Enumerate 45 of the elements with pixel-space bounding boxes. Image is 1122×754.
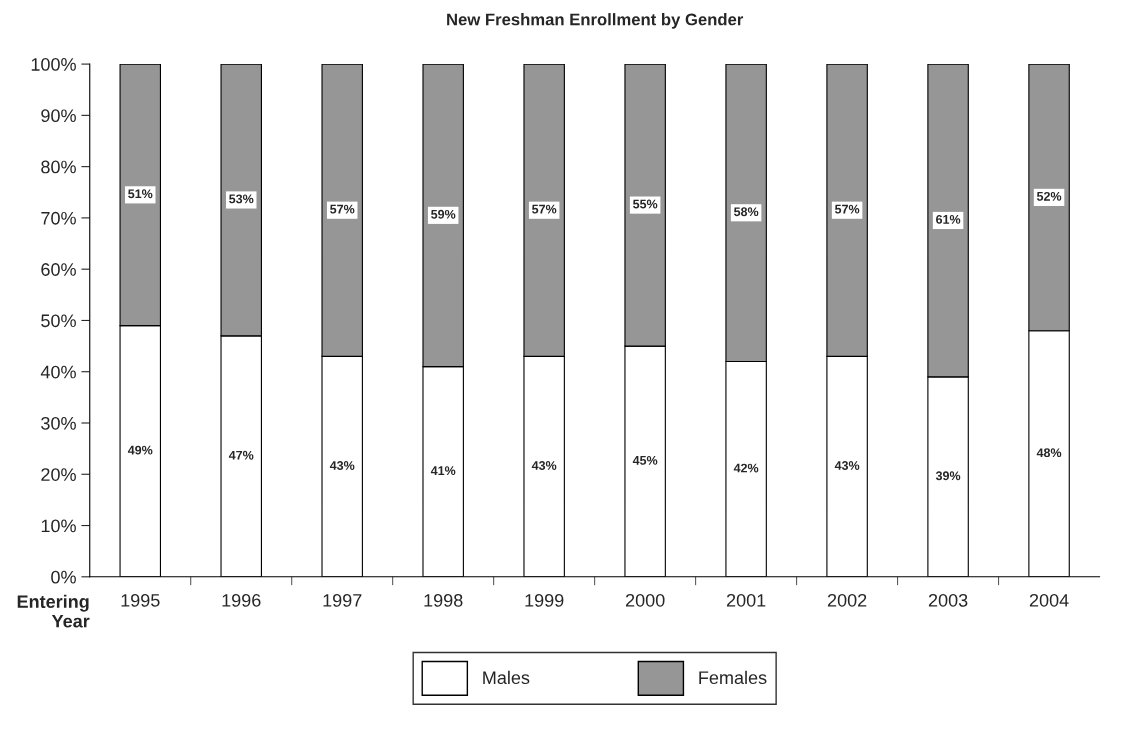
y-tick-label: 40%	[40, 365, 76, 379]
x-tick-label: 1998	[424, 593, 463, 607]
data-label: 49%	[127, 445, 153, 455]
legend-label: Males	[483, 670, 530, 685]
y-tick-label: 60%	[41, 263, 76, 276]
x-tick-label: 1995	[121, 593, 160, 607]
y-tick-label: 70%	[41, 211, 76, 225]
x-tick-label: 2003	[928, 593, 968, 607]
x-tick-label: 2004	[1029, 593, 1069, 607]
y-tick-label: 100%	[31, 58, 76, 71]
data-label: 57%	[834, 204, 860, 214]
chart-title: New Freshman Enrollment by Gender	[447, 13, 744, 29]
y-tick-label: 0%	[51, 570, 76, 584]
data-label: 43%	[329, 461, 355, 470]
y-tick-label: 20%	[41, 468, 76, 481]
x-tick-label: 2000	[625, 593, 665, 607]
data-label: 48%	[1036, 448, 1062, 458]
data-label: 52%	[1036, 191, 1062, 201]
data-label: 47%	[228, 450, 254, 460]
data-label: 39%	[935, 471, 961, 481]
data-label: 59%	[431, 209, 456, 219]
data-label: 57%	[532, 204, 557, 214]
data-label: 43%	[531, 461, 557, 470]
legend-label: Females	[699, 670, 767, 685]
data-label: 55%	[633, 199, 658, 209]
y-tick-label: 50%	[41, 314, 76, 328]
x-tick-label: 2001	[726, 593, 766, 607]
data-label: 51%	[128, 189, 153, 199]
data-label: 57%	[330, 204, 355, 214]
data-label: 45%	[632, 455, 658, 465]
data-label: 61%	[936, 214, 961, 224]
y-tick-label: 30%	[41, 416, 76, 430]
x-tick-label: 1999	[525, 593, 564, 607]
data-label: 53%	[229, 194, 254, 204]
x-tick-label: 2002	[827, 593, 867, 607]
data-label: 41%	[430, 466, 456, 476]
y-tick-label: 10%	[41, 519, 76, 533]
data-label: 58%	[734, 207, 759, 217]
x-tick-label: 1996	[222, 593, 261, 607]
y-tick-label: 80%	[41, 160, 76, 174]
data-label: 43%	[834, 461, 860, 470]
data-label: 42%	[733, 463, 759, 473]
x-tick-label: 1997	[323, 593, 362, 607]
x-axis-title: Entering Year	[17, 594, 90, 628]
y-tick-label: 90%	[41, 109, 76, 123]
